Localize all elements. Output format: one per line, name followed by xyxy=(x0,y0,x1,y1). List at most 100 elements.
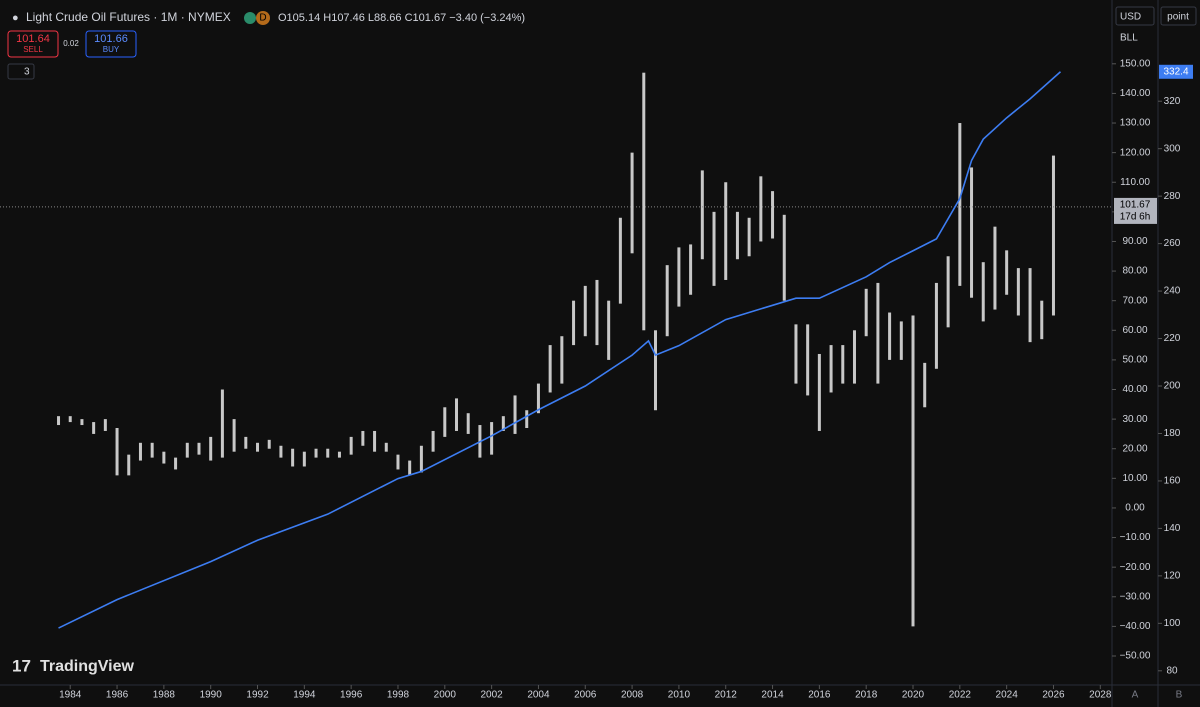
price-bar xyxy=(57,416,61,426)
price-bar xyxy=(1005,250,1009,295)
y-tick-label: 90.00 xyxy=(1122,236,1147,247)
price-bar xyxy=(771,191,775,239)
sell-label[interactable]: SELL xyxy=(23,45,43,54)
sell-button[interactable] xyxy=(7,30,59,58)
price-bar xyxy=(946,256,950,328)
price-bar xyxy=(888,312,892,360)
x-tick-label: 2026 xyxy=(1042,690,1065,701)
x-tick-label: 2022 xyxy=(949,690,972,701)
price-bar xyxy=(68,416,72,423)
price-bar xyxy=(267,439,271,449)
price-bar xyxy=(782,214,786,301)
price-bar xyxy=(829,345,833,393)
spread: 0.02 xyxy=(63,39,79,48)
price-bar xyxy=(103,419,107,431)
price-bar xyxy=(747,217,751,257)
price-bar xyxy=(548,345,552,393)
price-bar xyxy=(607,300,611,360)
price-bar xyxy=(677,247,681,307)
currency[interactable]: USD xyxy=(1120,12,1141,23)
price-bar xyxy=(583,285,587,337)
x-tick-label: 2012 xyxy=(715,690,738,701)
price-bar xyxy=(806,324,810,396)
y-tick-label: −50.00 xyxy=(1120,651,1151,662)
price-bar xyxy=(92,422,96,434)
y2-tick-label: 220 xyxy=(1164,333,1181,344)
y2-tick-label: 260 xyxy=(1164,238,1181,249)
indicator-value-label: 332.4 xyxy=(1163,66,1188,77)
indicators-count[interactable]: 3 xyxy=(24,67,30,78)
price-bar xyxy=(958,123,962,286)
price-bar xyxy=(899,321,903,360)
x-tick-label: 2018 xyxy=(855,690,878,701)
y-tick-label: 40.00 xyxy=(1122,384,1147,395)
price-bar xyxy=(150,442,154,458)
price-bar xyxy=(232,419,236,452)
x-tick-label: 1986 xyxy=(106,690,129,701)
y-tick-label: 60.00 xyxy=(1122,325,1147,336)
price-bar xyxy=(536,383,540,414)
x-tick-label: 2024 xyxy=(996,690,1019,701)
x-tick-label: 1984 xyxy=(59,690,82,701)
price-bar xyxy=(665,265,669,337)
x-tick-label: 2028 xyxy=(1089,690,1112,701)
symbol-icon: ● xyxy=(12,12,19,24)
price-bar xyxy=(689,244,693,295)
price-bar xyxy=(291,448,295,467)
price-bar xyxy=(302,451,306,467)
price-bar xyxy=(408,460,412,476)
countdown: 17d 6h xyxy=(1120,212,1151,223)
x-tick-label: 2008 xyxy=(621,690,644,701)
unit[interactable]: BLL xyxy=(1120,33,1138,44)
price-bar xyxy=(337,451,341,458)
y-tick-label: 10.00 xyxy=(1122,473,1147,484)
brand-logo: 17 xyxy=(12,656,31,675)
price-bar xyxy=(642,72,646,331)
scale-button[interactable]: B xyxy=(1176,690,1183,701)
price-bar xyxy=(1051,155,1055,316)
x-tick-label: 2004 xyxy=(527,690,550,701)
ohlc-values: O105.14 H107.46 L88.66 C101.67 −3.40 (−3… xyxy=(278,12,525,24)
y2-tick-label: 200 xyxy=(1164,381,1181,392)
x-tick-label: 2020 xyxy=(902,690,925,701)
price-bar xyxy=(396,454,400,470)
y2-tick-label: 140 xyxy=(1164,523,1181,534)
price-bar xyxy=(419,445,423,473)
y-tick-label: 80.00 xyxy=(1122,266,1147,277)
y2-tick-label: 80 xyxy=(1166,665,1178,676)
price-bar xyxy=(993,226,997,310)
x-tick-label: 1990 xyxy=(200,690,223,701)
price-bar xyxy=(431,430,435,452)
y2-unit-button[interactable] xyxy=(1160,6,1197,26)
buy-price[interactable]: 101.66 xyxy=(94,33,128,45)
y2-unit[interactable]: point xyxy=(1167,12,1189,23)
price-bar xyxy=(525,410,529,429)
buy-label[interactable]: BUY xyxy=(103,45,120,54)
currency-button[interactable] xyxy=(1115,6,1155,26)
y-tick-label: 140.00 xyxy=(1120,88,1151,99)
price-bar xyxy=(841,345,845,384)
interval-badge: D xyxy=(259,13,266,24)
price-bar xyxy=(700,170,704,260)
price-bar xyxy=(174,457,178,470)
y2-tick-label: 320 xyxy=(1164,96,1181,107)
price-bar xyxy=(127,454,131,476)
price-bar xyxy=(618,217,622,304)
price-bar xyxy=(1016,268,1020,316)
x-tick-label: 2002 xyxy=(480,690,503,701)
price-bar xyxy=(735,211,739,260)
price-bar xyxy=(981,262,985,322)
price-bar xyxy=(630,152,634,254)
price-bar xyxy=(817,353,821,431)
y-tick-label: 30.00 xyxy=(1122,414,1147,425)
price-bar xyxy=(197,442,201,455)
price-bar xyxy=(1040,300,1044,340)
y-tick-label: −40.00 xyxy=(1120,621,1151,632)
price-bar xyxy=(864,288,868,337)
price-bar xyxy=(326,448,330,458)
auto-button[interactable]: A xyxy=(1132,690,1139,701)
indicators-toggle[interactable] xyxy=(7,63,35,80)
sell-price[interactable]: 101.64 xyxy=(16,33,50,45)
buy-button[interactable] xyxy=(85,30,137,58)
